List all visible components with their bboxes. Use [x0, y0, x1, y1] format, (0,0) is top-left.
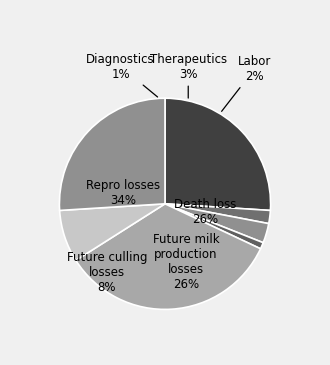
- Wedge shape: [165, 204, 263, 249]
- Text: Labor
2%: Labor 2%: [222, 55, 272, 111]
- Text: Repro losses
34%: Repro losses 34%: [86, 179, 160, 207]
- Text: Death loss
26%: Death loss 26%: [174, 198, 236, 226]
- Wedge shape: [165, 204, 270, 224]
- Wedge shape: [165, 204, 269, 243]
- Wedge shape: [60, 204, 165, 260]
- Text: Therapeutics
3%: Therapeutics 3%: [150, 53, 227, 98]
- Wedge shape: [59, 98, 165, 211]
- Wedge shape: [165, 98, 271, 211]
- Text: Future milk
production
losses
26%: Future milk production losses 26%: [153, 233, 219, 291]
- Text: Diagnostics
1%: Diagnostics 1%: [86, 53, 158, 97]
- Text: Future culling
losses
8%: Future culling losses 8%: [67, 251, 147, 294]
- Wedge shape: [76, 204, 261, 310]
